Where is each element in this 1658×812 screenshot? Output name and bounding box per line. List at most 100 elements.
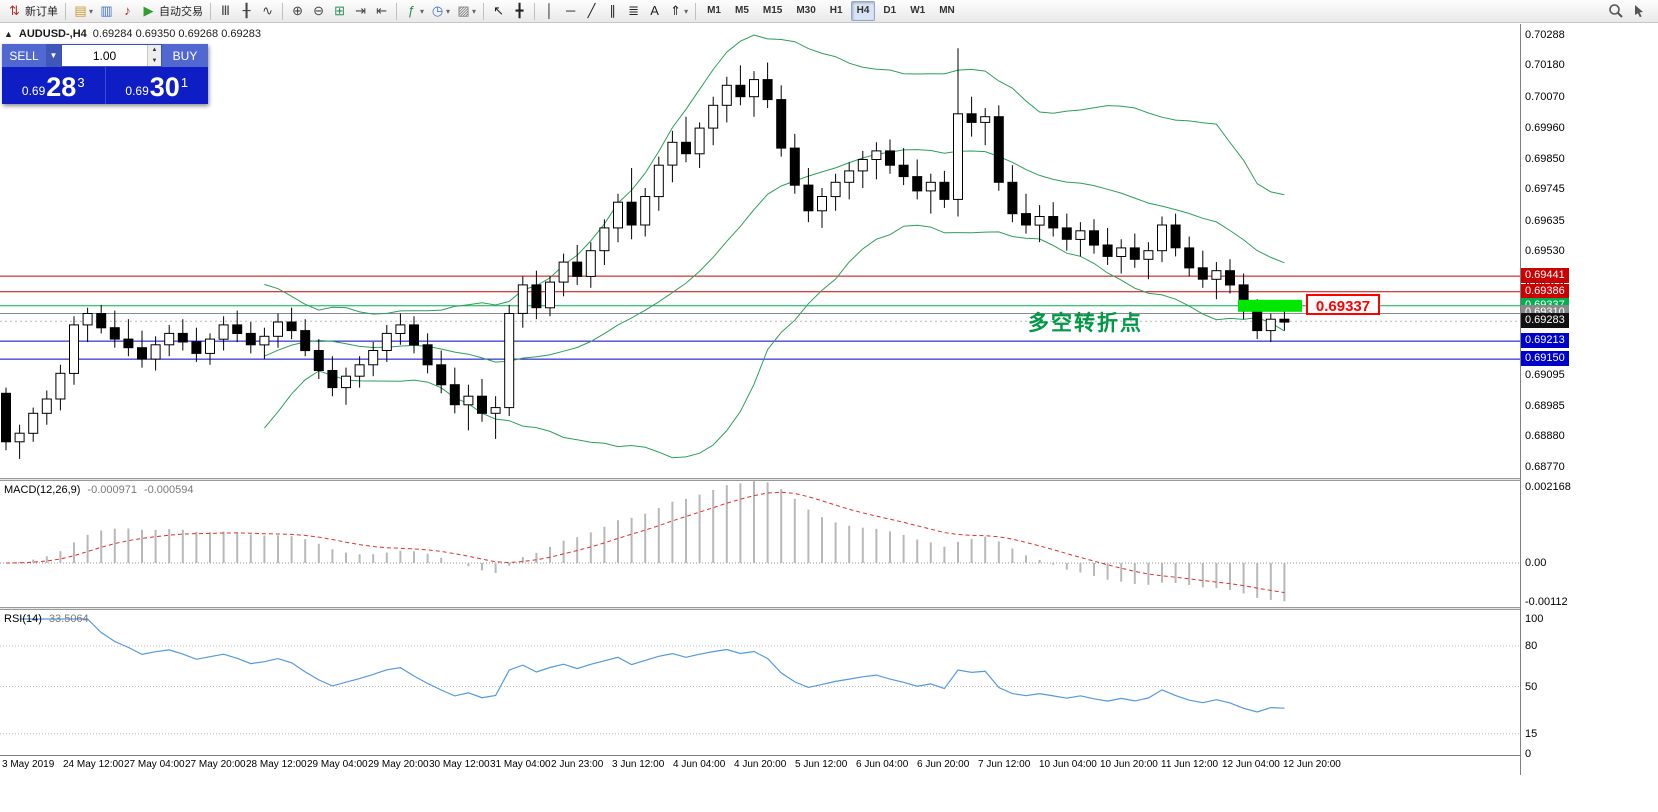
buy-price-prefix: 0.69 <box>125 84 149 98</box>
volume-value[interactable]: 1.00 <box>92 48 117 63</box>
panel-collapse-icon[interactable]: ▲ <box>4 29 13 39</box>
order-type-dropdown[interactable]: ▼ <box>46 44 61 67</box>
dropdown-arrow-icon: ▾ <box>420 6 425 16</box>
new-order-button: ⇅ <box>9 3 20 18</box>
time-label: 4 Jun 04:00 <box>673 759 726 770</box>
tile-windows-icon: ⊞ <box>334 3 345 18</box>
indicators-icon: ƒ <box>407 3 416 18</box>
price-line-tag: 0.69213 <box>1521 333 1569 348</box>
candlestick-chart-icon[interactable]: ╂ <box>236 1 257 21</box>
market-watch-icon[interactable]: ▥ <box>96 1 117 21</box>
toolbar-separator <box>534 2 536 20</box>
alerts-icon: ♪ <box>124 3 131 18</box>
time-axis[interactable]: 3 May 2019 24 May 12:00 27 May 04:00 27 May… <box>0 755 1520 775</box>
zoom-out-icon[interactable]: ⊖ <box>308 1 329 21</box>
sell-price[interactable]: 0.69 28 3 <box>2 67 106 104</box>
rsi-axis-tick: 80 <box>1525 640 1538 652</box>
sell-price-big: 28 <box>46 72 77 102</box>
autotrade-button-label: 自动交易 <box>159 6 204 18</box>
trendline-icon[interactable]: ╱ <box>581 1 602 21</box>
indicators-icon[interactable]: ƒ ▾ <box>401 1 427 21</box>
fibonacci-icon[interactable]: ≣ <box>623 1 644 21</box>
vertical-line-icon[interactable]: │ <box>539 1 560 21</box>
price-axis-tick: 0.68880 <box>1525 430 1565 442</box>
price-axis-tick: 0.69635 <box>1525 215 1565 227</box>
toolbar-separator <box>210 2 212 20</box>
cursor-icon[interactable]: ↖ <box>488 1 509 21</box>
timeframe-d1[interactable]: D1 <box>883 5 897 16</box>
price-callout[interactable]: 0.69337 <box>1306 294 1380 315</box>
time-label: 6 Jun 04:00 <box>856 759 909 770</box>
rsi-axis-tick: 0 <box>1525 748 1532 760</box>
volume-stepper: ▲ ▼ <box>147 45 161 66</box>
pointer-tool-icon[interactable] <box>1632 3 1648 19</box>
pane-separator[interactable] <box>0 478 1658 481</box>
arrows-icon[interactable]: ⇑ ▾ <box>665 1 691 21</box>
chart-symbol-label: AUDUSD-,H4 <box>18 28 87 40</box>
toolbar-separator <box>483 2 485 20</box>
sell-button[interactable]: SELL <box>2 44 46 67</box>
rsi-value: 33.5064 <box>48 613 89 625</box>
bar-chart-icon: Ⅲ <box>221 3 230 18</box>
bar-chart-icon[interactable]: Ⅲ <box>215 1 236 21</box>
macd-axis-tick: -0.00112 <box>1525 596 1568 608</box>
rsi-axis-tick: 50 <box>1525 681 1538 693</box>
trendline-icon: ╱ <box>587 3 596 18</box>
price-axis-tick: 0.68770 <box>1525 461 1565 473</box>
market-watch-icon: ▥ <box>100 3 113 18</box>
macd-pane[interactable] <box>0 481 1520 607</box>
timeframe-m15[interactable]: M15 <box>762 5 783 16</box>
autotrade-button[interactable]: ▶ 自动交易 <box>138 1 206 21</box>
alerts-icon[interactable]: ♪ <box>117 1 138 21</box>
profiles-icon[interactable]: ▤ ▾ <box>70 1 96 21</box>
dropdown-arrow-icon: ▾ <box>89 6 94 16</box>
toolbar-separator <box>282 2 284 20</box>
tile-windows-icon[interactable]: ⊞ <box>329 1 350 21</box>
channel-icon[interactable]: ∥ <box>602 1 623 21</box>
price-axis-tick: 0.70070 <box>1525 91 1565 103</box>
volume-up-icon[interactable]: ▲ <box>148 45 161 56</box>
chart-ohlc-values: 0.69284 0.69350 0.69268 0.69283 <box>92 28 261 40</box>
sell-price-prefix: 0.69 <box>21 84 46 98</box>
text-icon[interactable]: A <box>644 1 665 21</box>
buy-price[interactable]: 0.69 30 1 <box>106 67 209 104</box>
chart-annotation-text[interactable]: 多空转折点 <box>1028 312 1143 335</box>
time-label: 29 May 20:00 <box>368 759 429 770</box>
timeframe-m1[interactable]: M1 <box>707 5 721 16</box>
timeframe-mn[interactable]: MN <box>939 5 955 16</box>
macd-name: MACD(12,26,9) <box>4 484 81 496</box>
auto-scroll-icon[interactable]: ⇥ <box>350 1 371 21</box>
timeframe-h1[interactable]: H1 <box>829 5 843 16</box>
search-icon[interactable] <box>1608 3 1624 19</box>
timeframe-m5[interactable]: M5 <box>734 5 749 16</box>
timeframe-m30[interactable]: M30 <box>796 5 816 16</box>
zoom-in-icon: ⊕ <box>292 3 303 18</box>
toolbar-right <box>1608 3 1654 19</box>
pane-separator[interactable] <box>0 607 1658 610</box>
timeframe-h4[interactable]: H4 <box>850 1 876 21</box>
timeframe-w1[interactable]: W1 <box>910 5 926 16</box>
periods-icon[interactable]: ◷ ▾ <box>427 1 453 21</box>
buy-button[interactable]: BUY <box>162 44 208 67</box>
time-label: 3 Jun 12:00 <box>612 759 665 770</box>
rsi-pane[interactable] <box>0 610 1520 755</box>
volume-down-icon[interactable]: ▼ <box>148 55 161 66</box>
time-label: 2 Jun 23:00 <box>551 759 604 770</box>
chart-shift-icon[interactable]: ⇤ <box>371 1 392 21</box>
price-pane[interactable]: ▲ AUDUSD-,H4 0.69284 0.69350 0.69268 0.6… <box>0 24 1520 478</box>
time-label: 5 Jun 12:00 <box>795 759 848 770</box>
horizontal-line-icon[interactable]: ─ <box>560 1 581 21</box>
zoom-in-icon[interactable]: ⊕ <box>287 1 308 21</box>
crosshair-icon: ╋ <box>515 3 524 18</box>
volume-input[interactable]: 1.00 ▲ ▼ <box>61 44 162 67</box>
templates-icon[interactable]: ▨ ▾ <box>453 1 479 21</box>
dropdown-arrow-icon: ▾ <box>446 6 451 16</box>
crosshair-icon[interactable]: ╋ <box>509 1 530 21</box>
new-order-button[interactable]: ⇅ 新订单 <box>4 1 61 21</box>
line-chart-icon[interactable]: ∿ <box>257 1 278 21</box>
candlestick-chart-canvas <box>0 34 1520 459</box>
toolbar-separator <box>695 2 697 20</box>
price-axis-tick: 0.70288 <box>1525 29 1565 41</box>
price-axis[interactable]: 0.70288 0.70180 0.70070 0.69960 0.69850 0.697… <box>1520 24 1658 775</box>
toolbar: ⇅ 新订单 ▤ ▾ ▥ ♪ ▶ 自动交易 Ⅲ ╂ ∿ ⊕ ⊖ ⊞ ⇥ ⇤ ƒ ▾ ◷ ▾ ▨ ▾ ↖ ╋ │ ─ ╱ ∥ ≣ A ⇑ ▾ M1 M… <box>0 0 1658 23</box>
